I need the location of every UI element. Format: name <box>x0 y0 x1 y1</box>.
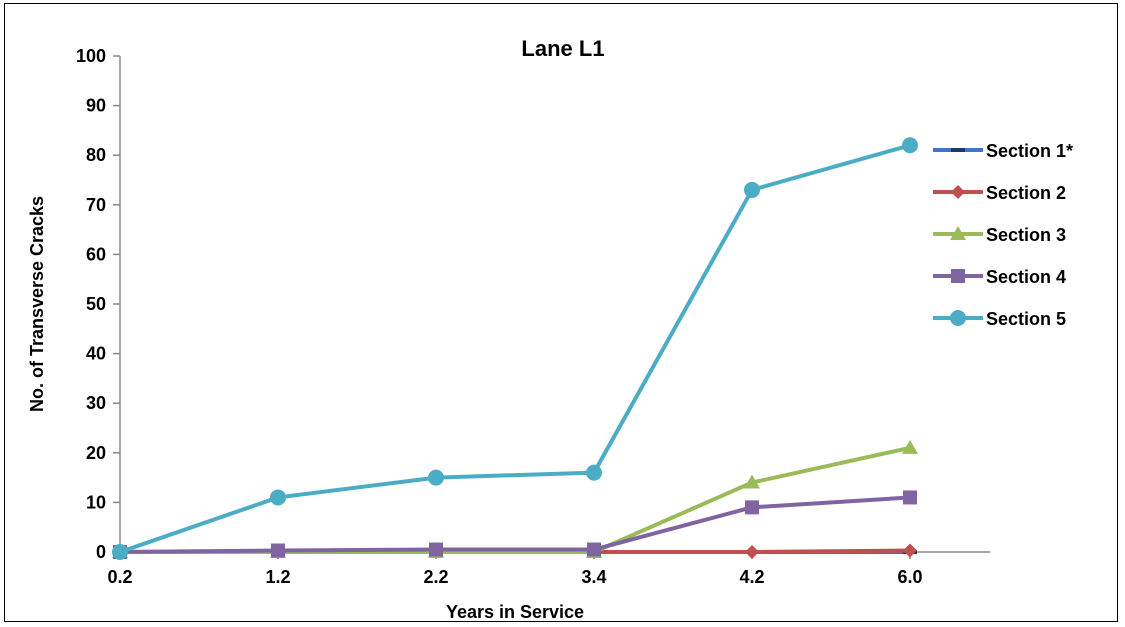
legend-label: Section 3 <box>986 225 1066 245</box>
series-line <box>119 495 911 554</box>
y-tick-label: 20 <box>86 443 106 463</box>
chart-title: Lane L1 <box>521 36 604 61</box>
data-point <box>903 490 917 505</box>
data-point <box>744 181 760 198</box>
x-tick-label: 1.2 <box>265 567 290 587</box>
x-tick-label: 4.2 <box>739 567 764 587</box>
legend-item: Section 4 <box>933 267 1066 287</box>
legend-item: Section 5 <box>933 309 1066 329</box>
y-axis-label: No. of Transverse Cracks <box>27 196 47 412</box>
legend: Section 1* Section 2 Section 3 Section 4 Sec… <box>933 141 1073 329</box>
data-point <box>744 474 760 489</box>
x-tick-label: 3.4 <box>581 567 606 587</box>
data-point <box>112 544 128 560</box>
legend-item: Section 3 <box>933 225 1066 245</box>
legend-marker <box>951 269 965 283</box>
series-3 <box>112 439 918 558</box>
legend-label: Section 2 <box>986 183 1066 203</box>
data-point <box>271 543 285 558</box>
x-tick-label: 6.0 <box>897 567 922 587</box>
y-tick-label: 40 <box>86 344 106 364</box>
legend-label: Section 1* <box>986 141 1073 161</box>
legend-marker <box>950 226 966 240</box>
series-4 <box>113 490 917 559</box>
y-tick-label: 50 <box>86 294 106 314</box>
data-point <box>903 543 917 558</box>
series-layer <box>112 137 918 560</box>
series-line <box>119 143 911 554</box>
data-point <box>270 489 286 506</box>
legend-label: Section 4 <box>986 267 1066 287</box>
legend-item: Section 1* <box>933 141 1073 161</box>
data-point <box>745 500 759 515</box>
data-point <box>587 542 601 557</box>
legend-marker <box>951 148 965 152</box>
data-point <box>745 545 759 559</box>
series-line <box>120 445 911 554</box>
y-tick-label: 10 <box>86 492 106 512</box>
y-tick-label: 0 <box>96 542 106 562</box>
legend-label: Section 5 <box>986 309 1066 329</box>
y-tick-label: 90 <box>86 96 106 116</box>
x-axis-label: Years in Service <box>446 602 584 622</box>
legend-item: Section 2 <box>933 183 1066 203</box>
y-tick-label: 60 <box>86 244 106 264</box>
y-tick-label: 30 <box>86 393 106 413</box>
x-axis: 0.2 1.2 2.2 3.4 4.2 6.0 <box>107 551 990 587</box>
chart-frame <box>4 3 1118 622</box>
data-point <box>429 542 443 557</box>
series-5 <box>112 137 918 560</box>
legend-marker <box>950 310 966 326</box>
x-tick-label: 2.2 <box>423 567 448 587</box>
data-point <box>428 469 444 486</box>
data-point <box>902 439 918 454</box>
y-axis: 0 10 20 30 40 50 60 70 80 90 100 <box>76 46 121 562</box>
data-point <box>902 137 918 154</box>
x-tick-label: 0.2 <box>107 567 132 587</box>
data-point <box>586 464 602 481</box>
y-tick-label: 100 <box>76 46 106 66</box>
legend-marker <box>951 185 965 199</box>
y-tick-label: 70 <box>86 195 106 215</box>
y-tick-label: 80 <box>86 145 106 165</box>
